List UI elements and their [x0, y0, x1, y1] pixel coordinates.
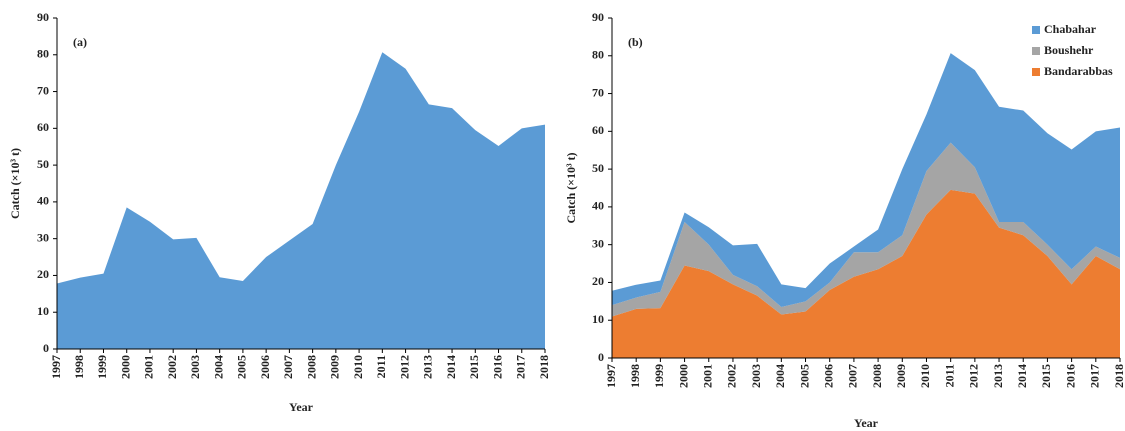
x-tick-label: 2013 — [421, 355, 435, 379]
y-tick-label: 20 — [37, 267, 49, 281]
x-tick-label: 2006 — [258, 355, 272, 379]
x-tick-label: 2004 — [773, 364, 787, 388]
panel-label: (b) — [628, 35, 643, 49]
x-tick-label: 2007 — [281, 355, 295, 379]
area — [612, 142, 1120, 317]
legend-swatch — [1032, 26, 1040, 34]
x-tick-label: 2005 — [235, 355, 249, 379]
x-tick-label: 2010 — [918, 364, 932, 388]
x-tick-label: 2003 — [749, 364, 763, 388]
x-tick-label: 1999 — [652, 364, 666, 388]
y-tick-label: 50 — [37, 157, 49, 171]
x-tick-label: 2002 — [725, 364, 739, 388]
y-tick-label: 10 — [37, 304, 49, 318]
x-tick-label: 2001 — [142, 355, 156, 379]
x-tick-label: 2008 — [304, 355, 318, 379]
y-tick-label: 90 — [592, 10, 604, 24]
x-tick-label: 2010 — [351, 355, 365, 379]
x-tick-label: 2014 — [1015, 364, 1029, 388]
x-tick-label: 2007 — [846, 364, 860, 388]
y-tick-label: 80 — [592, 48, 604, 62]
x-tick-label: 2012 — [397, 355, 411, 379]
y-tick-label: 40 — [592, 199, 604, 213]
y-tick-label: 90 — [37, 10, 49, 24]
panel-label: (a) — [73, 35, 87, 49]
x-tick-label: 2005 — [797, 364, 811, 388]
legend-swatch — [1032, 68, 1040, 76]
x-tick-label: 2014 — [444, 355, 458, 379]
y-tick-label: 0 — [43, 341, 49, 355]
x-tick-label: 1998 — [72, 355, 86, 379]
legend-label: Chabahar — [1044, 22, 1097, 36]
x-tick-label: 1998 — [628, 364, 642, 388]
y-axis-label: Catch (×10³ t) — [8, 148, 22, 219]
x-tick-label: 2002 — [165, 355, 179, 379]
area — [612, 53, 1120, 308]
y-tick-label: 50 — [592, 161, 604, 175]
x-axis-label: Year — [289, 400, 314, 414]
x-tick-label: 2006 — [821, 364, 835, 388]
y-tick-label: 70 — [37, 83, 49, 97]
y-tick-label: 70 — [592, 85, 604, 99]
y-tick-label: 20 — [592, 274, 604, 288]
y-tick-label: 40 — [37, 194, 49, 208]
x-tick-label: 2017 — [1088, 364, 1102, 388]
x-tick-label: 2003 — [188, 355, 202, 379]
y-tick-label: 60 — [37, 120, 49, 134]
y-tick-label: 10 — [592, 312, 604, 326]
area — [57, 52, 545, 349]
x-tick-label: 2011 — [374, 355, 388, 378]
y-tick-label: 0 — [598, 350, 604, 364]
y-tick-label: 60 — [592, 123, 604, 137]
legend-label: Bandarabbas — [1044, 64, 1113, 78]
x-axis-label: Year — [854, 416, 879, 430]
x-tick-label: 2000 — [118, 355, 132, 379]
x-tick-label: 2008 — [870, 364, 884, 388]
x-tick-label: 1997 — [604, 364, 618, 388]
x-tick-label: 2004 — [211, 355, 225, 379]
x-tick-label: 2018 — [537, 355, 551, 379]
y-tick-label: 30 — [37, 230, 49, 244]
area — [612, 189, 1120, 358]
x-tick-label: 2018 — [1112, 364, 1125, 388]
y-tick-label: 30 — [592, 236, 604, 250]
y-axis-label: Catch (×10³ t) — [564, 152, 578, 223]
x-tick-label: 2009 — [894, 364, 908, 388]
x-tick-label: 1999 — [95, 355, 109, 379]
legend-label: Boushehr — [1044, 43, 1094, 57]
x-tick-label: 2012 — [967, 364, 981, 388]
x-tick-label: 2001 — [701, 364, 715, 388]
x-tick-label: 2015 — [467, 355, 481, 379]
x-tick-label: 2015 — [1039, 364, 1053, 388]
x-tick-label: 2000 — [676, 364, 690, 388]
x-tick-label: 2009 — [328, 355, 342, 379]
x-tick-label: 2016 — [1063, 364, 1077, 388]
legend-swatch — [1032, 47, 1040, 55]
x-tick-label: 2011 — [942, 364, 956, 387]
x-tick-label: 1997 — [49, 355, 63, 379]
x-tick-label: 2013 — [991, 364, 1005, 388]
y-tick-label: 80 — [37, 47, 49, 61]
x-tick-label: 2016 — [490, 355, 504, 379]
x-tick-label: 2017 — [514, 355, 528, 379]
